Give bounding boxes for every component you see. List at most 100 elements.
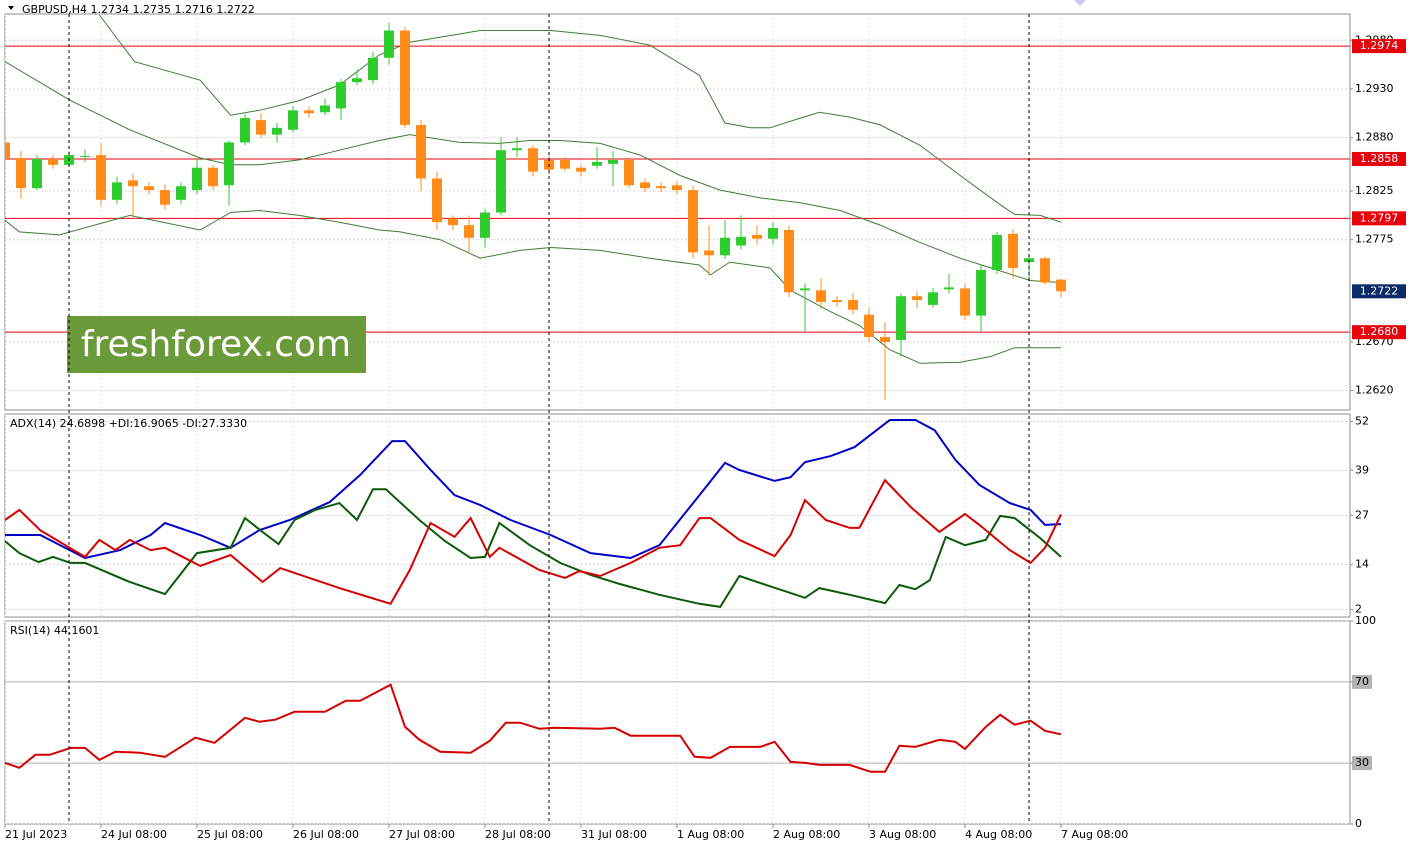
candle-body [880, 337, 891, 342]
candle-body [368, 57, 379, 81]
indicator-line [5, 478, 1062, 605]
y-tick-label: 2 [1355, 602, 1362, 615]
level-label: 1.2797 [1360, 211, 1399, 224]
candle-body [944, 287, 955, 290]
candle-body [208, 167, 219, 187]
candle-body [304, 110, 315, 114]
candle-body [416, 124, 427, 179]
panel-plot: freshforex.com [5, 14, 1350, 410]
candle-body [448, 218, 459, 226]
candle-body [1056, 279, 1067, 292]
y-tick-label: 1.2930 [1355, 82, 1394, 95]
panel-plot [5, 414, 1350, 617]
candle-body [720, 237, 731, 256]
y-tick-label: 70 [1355, 675, 1369, 688]
candle-body [96, 155, 107, 200]
y-tick-label: 30 [1355, 756, 1369, 769]
y-tick-label: 1.2620 [1355, 384, 1394, 397]
x-tick-label: 27 Jul 08:00 [389, 828, 455, 841]
band-line [99, 14, 1062, 223]
candle-body [928, 292, 939, 305]
candle-body [496, 150, 507, 213]
candle-body [624, 159, 635, 186]
x-tick-label: 28 Jul 08:00 [485, 828, 551, 841]
candle-body [832, 300, 843, 302]
candle-body [800, 288, 811, 291]
x-tick-label: 7 Aug 08:00 [1061, 828, 1128, 841]
candle-body [640, 182, 651, 189]
indicator-line [5, 419, 1062, 560]
candle-body [736, 236, 747, 246]
y-tick-label: 27 [1355, 509, 1369, 522]
candle-body [32, 158, 43, 189]
candle-body [192, 167, 203, 191]
y-tick-label: 1.2775 [1355, 233, 1394, 246]
candle-body [240, 118, 251, 143]
level-label-box [1352, 756, 1372, 771]
x-tick-label: 2 Aug 08:00 [773, 828, 840, 841]
y-tick-label: 52 [1355, 415, 1369, 428]
level-label-box [1352, 211, 1406, 226]
indicator-line [5, 683, 1062, 773]
level-label: 1.2974 [1360, 39, 1399, 52]
candle-body [336, 82, 347, 109]
candle-body [848, 300, 859, 310]
candle-body [272, 127, 283, 135]
candle-body [704, 250, 715, 256]
candle-body [912, 296, 923, 301]
candle-body [144, 186, 155, 191]
candle-body [672, 185, 683, 191]
candle-body [528, 148, 539, 172]
candle-body [896, 296, 907, 340]
candle-body [864, 314, 875, 338]
candle-body [688, 190, 699, 253]
candle-body [256, 120, 267, 135]
symbol-menu-arrow[interactable] [8, 6, 14, 10]
panel-title: ADX(14) 24.6898 +DI:16.9065 -DI:27.3330 [10, 417, 247, 430]
candle-body [384, 30, 395, 58]
level-label-box [1352, 325, 1406, 340]
panel-title: GBPUSD,H4 1.2734 1.2735 1.2716 1.2722 [22, 3, 255, 16]
candle-body [160, 190, 171, 205]
x-tick-label: 24 Jul 08:00 [101, 828, 167, 841]
candle-body [576, 167, 587, 172]
candle-body [288, 110, 299, 130]
y-tick-label: 39 [1355, 463, 1369, 476]
x-tick-label: 26 Jul 08:00 [293, 828, 359, 841]
candle-body [512, 148, 523, 151]
candle-body [480, 212, 491, 238]
last-price-label: 1.2722 [1360, 284, 1399, 297]
x-tick-label: 31 Jul 08:00 [581, 828, 647, 841]
candle-body [432, 178, 443, 223]
x-tick-label: 3 Aug 08:00 [869, 828, 936, 841]
band-line [5, 209, 1061, 364]
level-label-box [1352, 39, 1406, 54]
y-tick-label: 1.2825 [1355, 184, 1394, 197]
level-label-box [1352, 151, 1406, 166]
candle-body [80, 156, 91, 158]
candle-body [608, 159, 619, 164]
y-tick-label: 0 [1355, 817, 1362, 830]
level-label: 1.2858 [1360, 152, 1399, 165]
scroll-marker[interactable] [1074, 0, 1086, 6]
x-tick-label: 4 Aug 08:00 [965, 828, 1032, 841]
candle-body [976, 269, 987, 316]
candle-body [992, 234, 1003, 270]
candle-body [16, 158, 27, 189]
panel-plot [5, 621, 1350, 824]
level-label: 1.2680 [1360, 325, 1399, 338]
candle-body [48, 158, 59, 165]
candle-body [656, 186, 667, 189]
band-line [5, 61, 1062, 283]
candle-body [560, 159, 571, 169]
y-tick-label: 14 [1355, 557, 1369, 570]
candle-body [784, 230, 795, 293]
candle-body [224, 142, 235, 186]
candle-body [960, 288, 971, 316]
candle-body [1008, 233, 1019, 268]
candle-body [128, 180, 139, 187]
y-tick-label: 100 [1355, 614, 1376, 627]
candle-body [352, 78, 363, 83]
last-price-box [1352, 284, 1406, 299]
candle-body [752, 234, 763, 239]
